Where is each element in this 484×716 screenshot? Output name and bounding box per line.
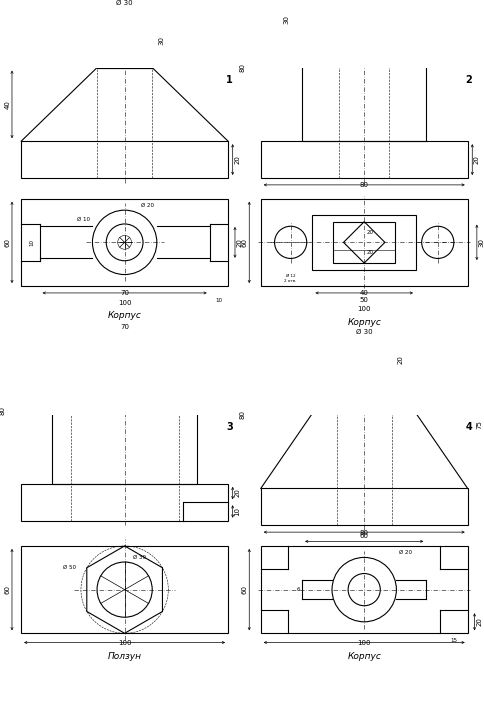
Bar [333, 222, 395, 263]
Bar [21, 141, 228, 178]
Text: 30: 30 [158, 36, 165, 44]
Text: 40: 40 [4, 100, 10, 109]
Text: 70: 70 [120, 291, 129, 296]
Text: 100: 100 [118, 640, 131, 646]
Text: 6: 6 [296, 587, 300, 592]
Text: 20: 20 [398, 355, 404, 364]
Text: Ø 10: Ø 10 [77, 217, 90, 222]
Text: Ø 20: Ø 20 [141, 203, 154, 208]
Text: 10: 10 [29, 239, 34, 246]
Bar [261, 546, 468, 633]
Text: 100: 100 [118, 299, 131, 306]
Bar [261, 198, 468, 286]
Bar [302, 0, 426, 141]
Text: 60: 60 [4, 585, 10, 594]
Text: Корпус: Корпус [348, 652, 381, 661]
Text: 75: 75 [476, 420, 482, 428]
Text: Корпус: Корпус [348, 318, 381, 327]
Text: 20: 20 [366, 250, 374, 255]
Text: 15: 15 [451, 638, 457, 643]
Text: 10: 10 [234, 507, 240, 516]
Text: Ø 30: Ø 30 [116, 0, 133, 6]
Bar [261, 488, 468, 526]
Bar [313, 215, 416, 270]
Text: 80: 80 [360, 183, 369, 188]
Text: Ø 30: Ø 30 [356, 329, 373, 334]
Text: 80: 80 [240, 63, 245, 72]
Bar [97, 12, 152, 67]
Bar [21, 198, 228, 286]
Text: Ползун: Ползун [107, 652, 142, 661]
Text: 80: 80 [360, 530, 369, 536]
Text: 1: 1 [226, 74, 233, 84]
Text: 10: 10 [215, 298, 222, 303]
Text: Ø 12
2 отв.: Ø 12 2 отв. [285, 274, 297, 283]
Bar [337, 342, 392, 378]
Bar [21, 484, 228, 521]
Bar [21, 546, 228, 633]
Text: 60: 60 [242, 585, 248, 594]
Text: 80: 80 [240, 410, 245, 420]
Text: 60: 60 [360, 533, 369, 539]
Text: 60: 60 [4, 238, 10, 247]
Text: 100: 100 [358, 306, 371, 312]
Text: Ø 50: Ø 50 [63, 565, 76, 570]
Text: 4: 4 [466, 422, 472, 432]
Bar [52, 337, 197, 484]
Text: 20: 20 [234, 488, 240, 498]
Text: 20: 20 [476, 617, 482, 626]
Text: Корпус: Корпус [108, 311, 141, 320]
Text: 50: 50 [360, 297, 369, 304]
Text: 20: 20 [237, 238, 242, 247]
Text: 100: 100 [358, 640, 371, 646]
Text: Ø 30: Ø 30 [133, 555, 146, 560]
Text: 2: 2 [466, 74, 472, 84]
Text: 20: 20 [234, 155, 240, 164]
Text: 80: 80 [0, 406, 6, 415]
Text: 60: 60 [242, 238, 248, 247]
Text: 3: 3 [226, 422, 233, 432]
Text: 30: 30 [479, 238, 484, 247]
Text: 20: 20 [474, 155, 480, 164]
Text: Ø 20: Ø 20 [399, 550, 412, 555]
Text: 40: 40 [360, 291, 369, 296]
Text: 70: 70 [120, 324, 129, 330]
Text: 80: 80 [0, 72, 1, 82]
Text: 20: 20 [366, 230, 374, 235]
Bar [261, 141, 468, 178]
Text: 30: 30 [283, 15, 289, 24]
